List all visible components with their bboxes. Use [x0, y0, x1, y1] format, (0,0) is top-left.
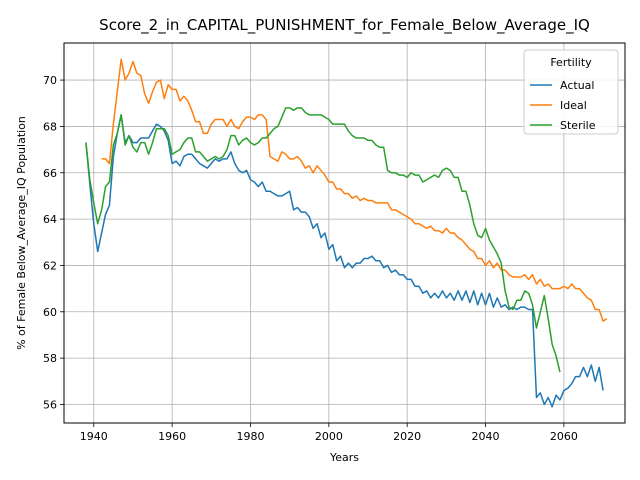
y-tick-label: 60 [43, 306, 57, 319]
y-tick-label: 58 [43, 352, 57, 365]
y-tick-label: 66 [43, 167, 57, 180]
series-line-actual [85, 114, 604, 408]
legend-box [523, 49, 619, 135]
series-layer [85, 58, 608, 408]
y-tick-label: 68 [43, 120, 57, 133]
legend-title: Fertility [550, 56, 592, 69]
series-line-sterile [85, 107, 561, 373]
legend: Fertility Actual Ideal Sterile [523, 49, 619, 135]
legend-entries: Actual Ideal Sterile [530, 79, 596, 132]
chart-title: Score_2_in_CAPITAL_PUNISHMENT_for_Female… [99, 16, 590, 35]
y-axis-label: % of Female Below_Average_IQ Population [15, 116, 28, 350]
x-axis-label: Years [329, 451, 359, 464]
y-tick-label: 70 [43, 74, 57, 87]
x-tick-label: 1960 [158, 430, 186, 443]
series-line-ideal [101, 58, 608, 322]
x-tick-label: 2040 [472, 430, 500, 443]
legend-label-actual: Actual [560, 79, 594, 92]
x-tick-label: 2020 [393, 430, 421, 443]
y-axis-ticks: 56 58 60 62 64 66 68 70 [43, 74, 64, 411]
legend-label-sterile: Sterile [560, 119, 596, 132]
x-tick-label: 1940 [80, 430, 108, 443]
plot-area-frame [63, 42, 626, 424]
x-axis-ticks: 1940 1960 1980 2000 2020 2040 2060 [80, 423, 578, 443]
x-tick-label: 2000 [315, 430, 343, 443]
x-tick-label: 2060 [550, 430, 578, 443]
y-tick-label: 62 [43, 259, 57, 272]
x-tick-label: 1980 [236, 430, 264, 443]
y-tick-label: 64 [43, 213, 57, 226]
y-tick-label: 56 [43, 398, 57, 411]
legend-label-ideal: Ideal [560, 99, 587, 112]
